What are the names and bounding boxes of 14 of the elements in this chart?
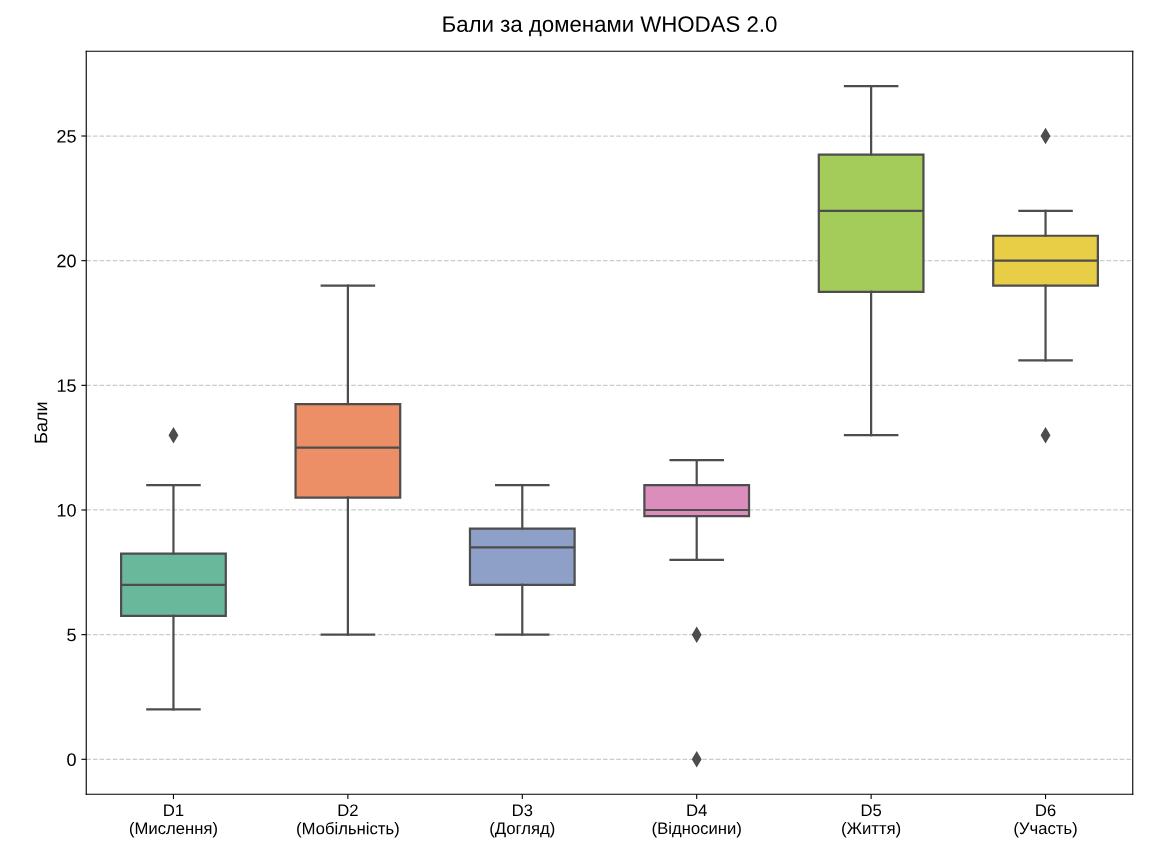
y-tick-label: 20 (57, 254, 76, 268)
y-tick-label: 25 (57, 129, 76, 143)
y-tick-label: 0 (67, 753, 76, 767)
y-tick-label: 5 (67, 628, 76, 642)
chart-title: Бали за доменами WHODAS 2.0 (443, 16, 777, 37)
x-tick-label: D2 (Мобільність) (297, 804, 399, 838)
x-tick-label: D5 (Життя) (842, 804, 901, 838)
y-tick-label: 10 (57, 503, 76, 517)
y-tick-label: 15 (57, 379, 76, 393)
y-axis-title: Бали (34, 402, 48, 443)
x-tick-label: D1 (Мислення) (129, 804, 217, 838)
x-tick-label: D3 (Догляд) (490, 804, 555, 838)
x-tick-label: D4 (Відносини) (652, 804, 741, 838)
x-tick-label: D6 (Участь) (1014, 804, 1077, 838)
